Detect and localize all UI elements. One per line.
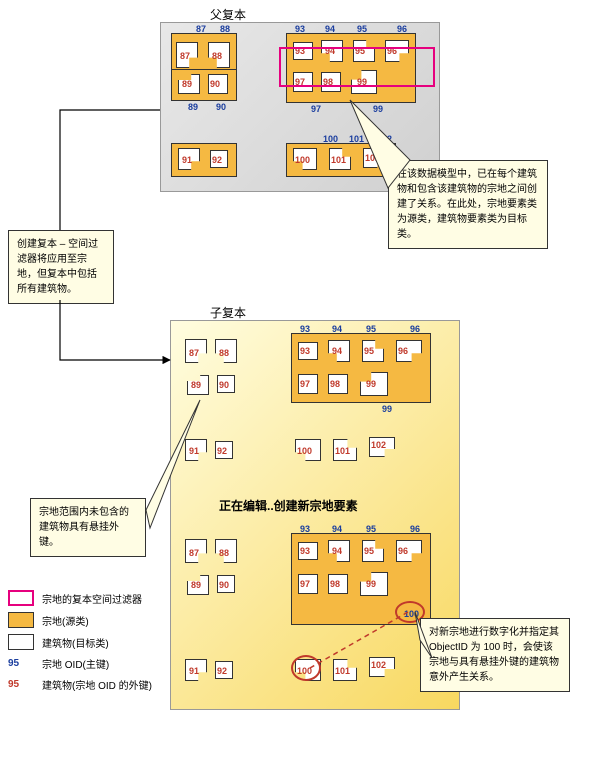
editing-text: 正在编辑..创建新宗地要素 (219, 497, 358, 514)
legend-label: 建筑物(目标类) (42, 635, 109, 650)
parcel-id: 95 (357, 25, 367, 34)
bld-id: 89 (182, 80, 192, 89)
bld-id: 88 (212, 52, 222, 61)
legend-row: 宗地(源类) (8, 612, 168, 628)
bld-id: 102 (365, 154, 380, 163)
legend-id-blue: 95 (8, 658, 34, 669)
legend-row: 建筑物(目标类) (8, 634, 168, 650)
legend-id-red: 95 (8, 679, 34, 690)
bld-id: 88 (219, 349, 229, 358)
legend-row: 95 建筑物(宗地 OID 的外键) (8, 677, 168, 692)
parcel-id: 94 (325, 25, 335, 34)
note-dangling: 宗地范围内未包含的建筑物具有悬挂外键。 (30, 498, 146, 557)
highlight-circle (291, 655, 321, 681)
bld-id: 89 (191, 381, 201, 390)
legend-swatch-building (8, 634, 34, 650)
parcel-id: 100 (323, 135, 338, 144)
parcel-id: 102 (377, 135, 392, 144)
parcel-id: 89 (188, 103, 198, 112)
bld-id: 90 (219, 381, 229, 390)
note-create-replica: 创建复本 – 空间过滤器将应用至宗地，但复本中包括所有建筑物。 (8, 230, 114, 304)
bld-id: 87 (189, 349, 199, 358)
spatial-filter-rect (279, 47, 435, 87)
legend-label: 宗地(源类) (42, 613, 89, 628)
bld-id: 91 (182, 156, 192, 165)
parent-title: 父复本 (210, 6, 246, 23)
parcel-id: 99 (373, 105, 383, 114)
parcel-id: 90 (216, 103, 226, 112)
legend-label: 宗地 OID(主键) (42, 656, 109, 671)
legend-label: 建筑物(宗地 OID 的外键) (42, 677, 152, 692)
parcel: 93 94 95 96 97 98 99 93 94 95 96 99 (291, 333, 431, 403)
parcel-id: 96 (397, 25, 407, 34)
bld-id: 100 (295, 156, 310, 165)
child-title: 子复本 (210, 304, 246, 321)
parcel: 100 101 102 100 101 102 (286, 143, 396, 177)
legend: 宗地的复本空间过滤器 宗地(源类) 建筑物(目标类) 95 宗地 OID(主键)… (8, 590, 168, 698)
bld-id: 90 (210, 80, 220, 89)
note-data-model: 在该数据模型中，已在每个建筑物和包含该建筑物的宗地之间创建了关系。在此处，宗地要… (388, 160, 548, 249)
parcel: 91 92 (171, 143, 237, 177)
child-panel: 87 88 89 90 93 94 95 96 97 98 99 93 94 9… (170, 320, 460, 710)
legend-row: 宗地的复本空间过滤器 (8, 590, 168, 606)
parcel-id: 93 (295, 25, 305, 34)
bld-id: 92 (212, 156, 222, 165)
bld-id: 87 (180, 52, 190, 61)
legend-swatch-filter (8, 590, 34, 606)
parcel: 89 90 89 90 (171, 69, 237, 101)
bld-id: 101 (331, 156, 346, 165)
legend-swatch-parcel (8, 612, 34, 628)
note-new-parcel: 对新宗地进行数字化并指定其 ObjectID 为 100 时，会使该宗地与具有悬… (420, 618, 570, 692)
parcel-id: 87 (196, 25, 206, 34)
legend-row: 95 宗地 OID(主键) (8, 656, 168, 671)
legend-label: 宗地的复本空间过滤器 (42, 591, 142, 606)
parcel-id: 97 (311, 105, 321, 114)
parcel-id: 101 (349, 135, 364, 144)
parcel-id: 88 (220, 25, 230, 34)
